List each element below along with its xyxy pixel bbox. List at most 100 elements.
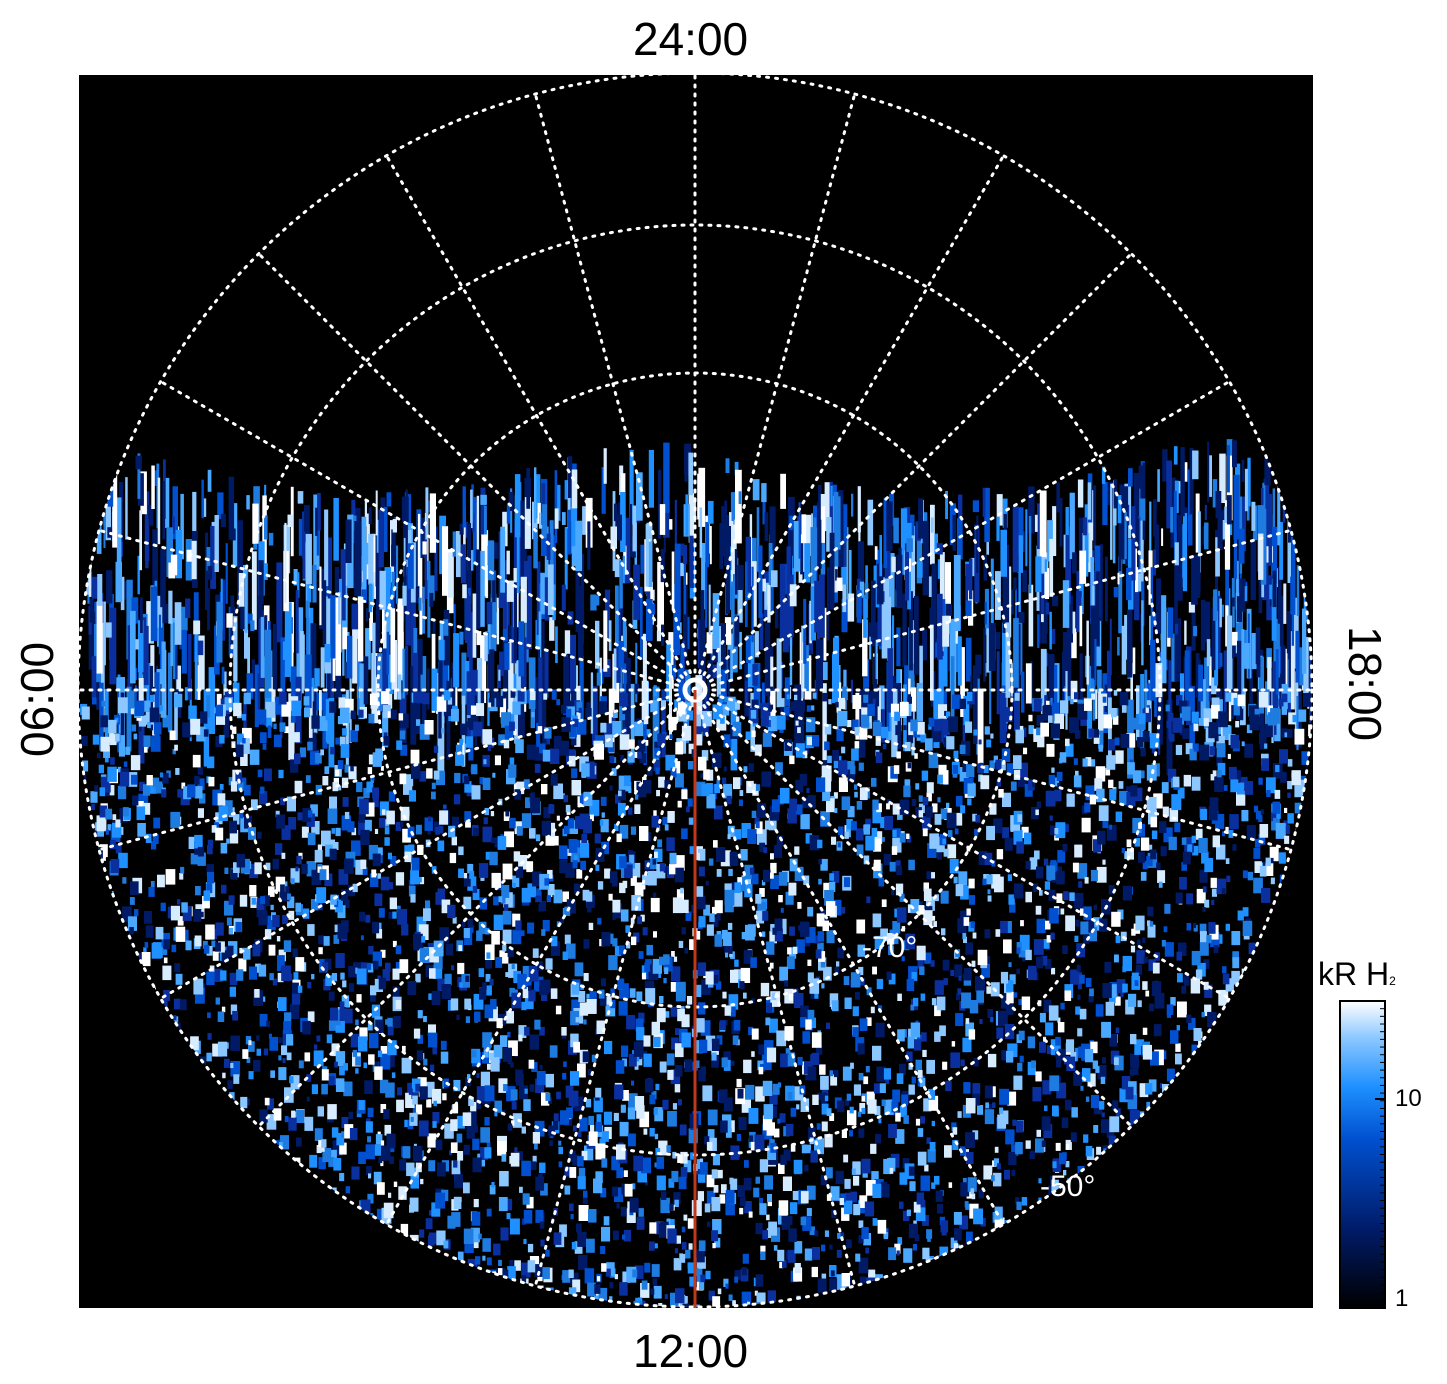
emission-speckle — [490, 998, 497, 1010]
emission-streak — [262, 563, 268, 580]
emission-streak — [120, 692, 125, 736]
emission-streak — [907, 571, 911, 610]
emission-speckle — [595, 1121, 602, 1133]
emission-speckle — [1142, 708, 1151, 723]
emission-speckle — [307, 981, 312, 989]
emission-speckle — [364, 1080, 373, 1094]
emission-speckle — [263, 1048, 269, 1056]
emission-speckle — [291, 991, 301, 1005]
emission-speckle — [714, 1237, 721, 1248]
emission-speckle — [1035, 1071, 1042, 1082]
emission-speckle — [693, 984, 702, 997]
emission-streak — [1097, 669, 1102, 693]
emission-streak — [368, 583, 373, 613]
emission-speckle — [794, 1241, 803, 1254]
emission-streak — [257, 673, 261, 711]
emission-streak — [320, 647, 325, 688]
emission-speckle — [396, 1099, 404, 1113]
emission-speckle — [388, 1306, 398, 1307]
emission-speckle — [507, 1032, 511, 1038]
emission-speckle — [110, 859, 120, 873]
emission-speckle — [524, 995, 534, 1010]
emission-streak — [708, 584, 711, 637]
emission-speckle — [1254, 838, 1261, 848]
emission-streak — [930, 517, 934, 533]
emission-speckle — [965, 1018, 970, 1024]
emission-streak — [470, 489, 473, 529]
emission-streak — [1299, 647, 1304, 686]
emission-speckle — [361, 962, 367, 972]
emission-speckle — [654, 1243, 658, 1249]
emission-speckle — [737, 1185, 745, 1197]
emission-speckle — [644, 1180, 649, 1186]
emission-speckle — [151, 841, 157, 850]
emission-speckle — [149, 695, 155, 703]
emission-speckle — [609, 755, 615, 764]
emission-speckle — [875, 1133, 881, 1144]
emission-speckle — [344, 899, 350, 908]
emission-speckle — [959, 1215, 969, 1230]
emission-speckle — [942, 1061, 948, 1070]
emission-speckle — [1109, 1034, 1118, 1047]
emission-speckle — [1237, 910, 1244, 921]
emission-speckle — [368, 713, 375, 724]
emission-speckle — [1077, 703, 1088, 720]
emission-speckle — [1278, 852, 1286, 864]
emission-streak — [867, 499, 874, 546]
emission-speckle — [387, 1040, 397, 1056]
emission-speckle — [658, 776, 665, 788]
emission-speckle — [1183, 774, 1191, 787]
emission-speckle — [807, 972, 814, 983]
emission-speckle — [670, 982, 677, 992]
emission-speckle — [1249, 714, 1260, 731]
emission-speckle — [1097, 1064, 1107, 1080]
emission-speckle — [1070, 969, 1080, 985]
emission-speckle — [1282, 693, 1288, 703]
emission-speckle — [1212, 770, 1217, 777]
emission-speckle — [713, 974, 719, 984]
emission-speckle — [275, 810, 280, 818]
emission-speckle — [820, 1075, 829, 1090]
emission-speckle — [339, 1066, 345, 1076]
emission-speckle — [821, 1103, 829, 1115]
emission-streak — [829, 532, 835, 610]
emission-speckle — [780, 907, 784, 913]
emission-speckle — [288, 1117, 297, 1131]
emission-speckle — [1038, 1178, 1042, 1184]
emission-speckle — [926, 792, 932, 802]
emission-streak — [881, 692, 885, 743]
emission-speckle — [153, 817, 161, 829]
emission-speckle — [468, 925, 474, 933]
emission-streak — [527, 555, 532, 601]
emission-speckle — [769, 1018, 778, 1033]
emission-speckle — [1175, 1053, 1182, 1065]
emission-streak — [1211, 677, 1218, 695]
emission-streak — [710, 645, 713, 682]
emission-streak — [520, 500, 527, 574]
emission-streak — [1072, 552, 1077, 574]
emission-speckle — [673, 956, 678, 962]
emission-speckle — [704, 1203, 711, 1213]
emission-speckle — [640, 1283, 650, 1298]
emission-speckle — [1011, 1169, 1016, 1177]
emission-speckle — [1013, 1075, 1023, 1090]
emission-speckle — [263, 895, 270, 906]
emission-speckle — [255, 963, 261, 973]
emission-speckle — [284, 1012, 292, 1024]
emission-streak — [126, 686, 132, 752]
emission-speckle — [759, 1203, 767, 1215]
emission-streak — [1052, 595, 1059, 607]
emission-speckle — [457, 1151, 464, 1161]
emission-streak — [480, 487, 486, 536]
emission-speckle — [1169, 808, 1179, 822]
emission-streak — [146, 663, 152, 725]
emission-speckle — [1043, 999, 1052, 1013]
emission-speckle — [769, 931, 777, 944]
emission-speckle — [98, 764, 104, 774]
emission-speckle — [717, 1169, 723, 1179]
emission-speckle — [800, 1005, 809, 1020]
emission-speckle — [1153, 793, 1163, 809]
emission-speckle — [957, 918, 967, 934]
emission-speckle — [743, 1059, 752, 1074]
emission-speckle — [177, 916, 184, 926]
